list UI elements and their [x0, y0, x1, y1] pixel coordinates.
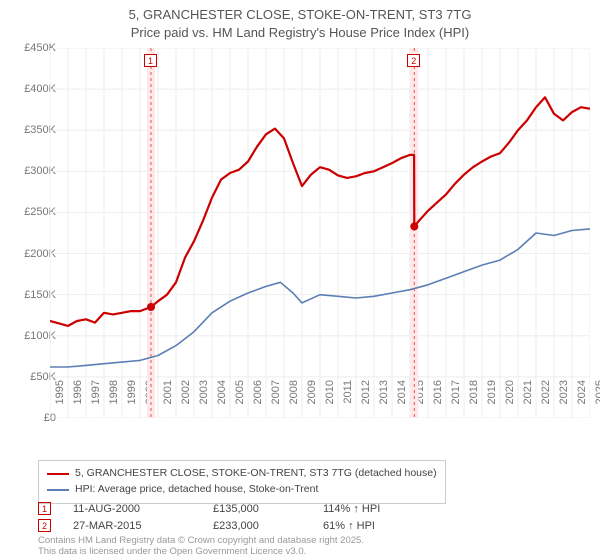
attribution: Contains HM Land Registry data © Crown c…: [38, 536, 364, 558]
transaction-marker: 1: [38, 502, 51, 515]
legend: 5, GRANCHESTER CLOSE, STOKE-ON-TRENT, ST…: [38, 460, 446, 504]
chart-plot-area: [50, 48, 590, 418]
transaction-price: £233,000: [213, 520, 323, 532]
event-marker: 2: [407, 54, 420, 67]
transaction-date: 27-MAR-2015: [73, 520, 213, 532]
legend-label: HPI: Average price, detached house, Stok…: [75, 482, 318, 498]
y-axis-label: £200K: [6, 248, 56, 260]
transaction-row: 2 27-MAR-2015 £233,000 61% ↑ HPI: [38, 517, 443, 534]
legend-label: 5, GRANCHESTER CLOSE, STOKE-ON-TRENT, ST…: [75, 466, 437, 482]
chart-svg: [50, 48, 590, 418]
transaction-price: £135,000: [213, 503, 323, 515]
title-block: 5, GRANCHESTER CLOSE, STOKE-ON-TRENT, ST…: [0, 0, 600, 41]
y-axis-label: £50K: [6, 371, 56, 383]
y-axis-label: £250K: [6, 206, 56, 218]
x-axis-label: 2025: [594, 380, 600, 420]
transaction-marker: 2: [38, 519, 51, 532]
transactions-table: 1 11-AUG-2000 £135,000 114% ↑ HPI 2 27-M…: [38, 500, 443, 534]
transaction-row: 1 11-AUG-2000 £135,000 114% ↑ HPI: [38, 500, 443, 517]
transaction-hpi: 61% ↑ HPI: [323, 520, 443, 532]
chart-container: 5, GRANCHESTER CLOSE, STOKE-ON-TRENT, ST…: [0, 0, 600, 560]
legend-swatch: [47, 489, 69, 491]
legend-row: HPI: Average price, detached house, Stok…: [47, 482, 437, 498]
y-axis-label: £400K: [6, 83, 56, 95]
legend-row: 5, GRANCHESTER CLOSE, STOKE-ON-TRENT, ST…: [47, 466, 437, 482]
title-subtitle: Price paid vs. HM Land Registry's House …: [0, 24, 600, 42]
event-marker: 1: [144, 54, 157, 67]
y-axis-label: £450K: [6, 42, 56, 54]
title-address: 5, GRANCHESTER CLOSE, STOKE-ON-TRENT, ST…: [0, 6, 600, 24]
y-axis-label: £100K: [6, 330, 56, 342]
y-axis-label: £300K: [6, 165, 56, 177]
y-axis-label: £350K: [6, 124, 56, 136]
transaction-hpi: 114% ↑ HPI: [323, 503, 443, 515]
attribution-line: This data is licensed under the Open Gov…: [38, 547, 364, 558]
legend-swatch: [47, 473, 69, 475]
y-axis-label: £0: [6, 412, 56, 424]
transaction-date: 11-AUG-2000: [73, 503, 213, 515]
y-axis-label: £150K: [6, 289, 56, 301]
